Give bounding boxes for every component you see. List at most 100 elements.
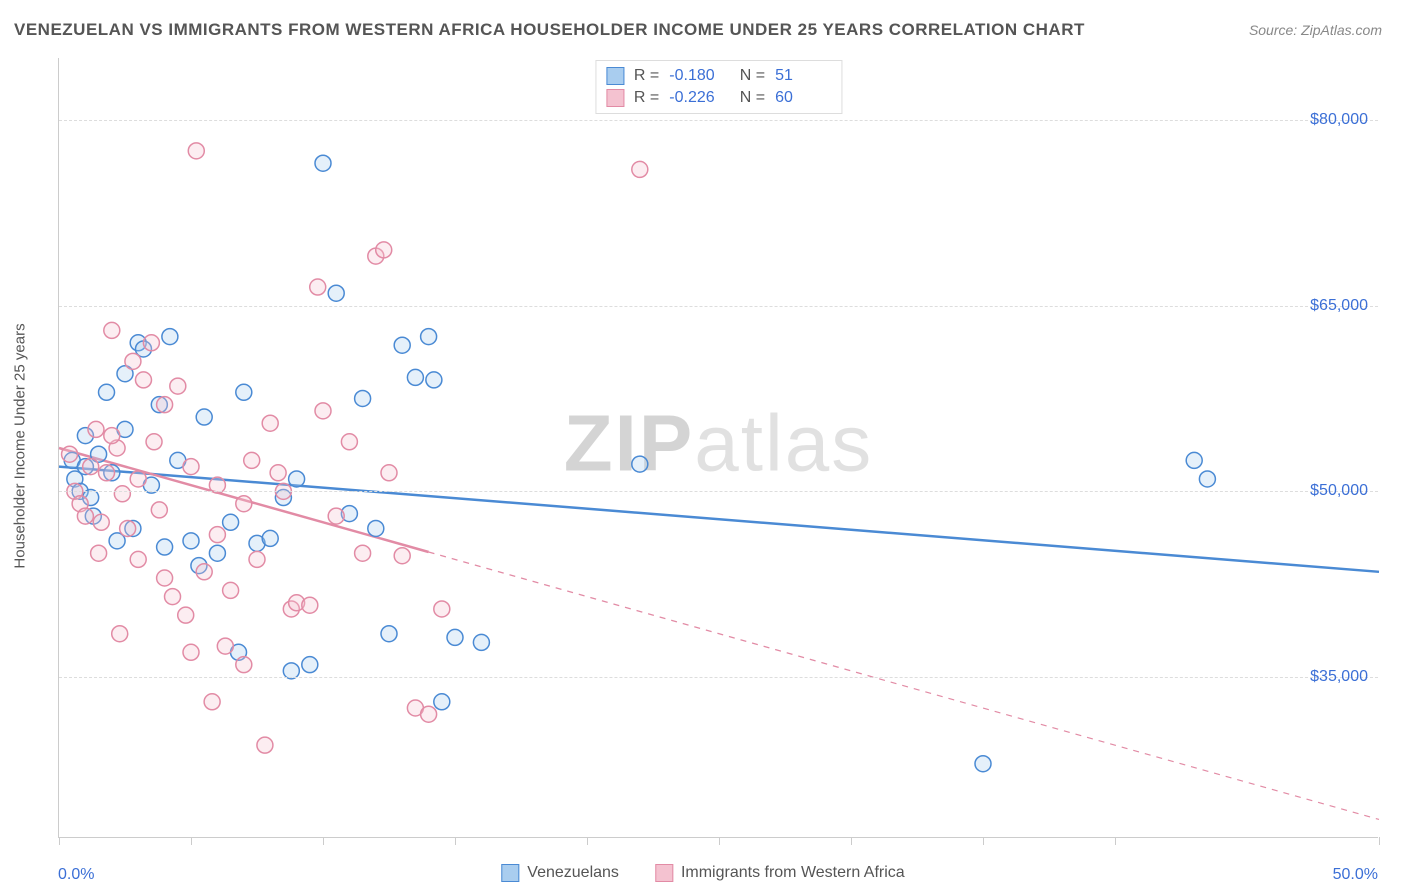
data-point bbox=[99, 465, 115, 481]
legend-swatch bbox=[655, 864, 673, 882]
data-point bbox=[236, 384, 252, 400]
data-point bbox=[289, 471, 305, 487]
data-point bbox=[183, 459, 199, 475]
correlation-chart: VENEZUELAN VS IMMIGRANTS FROM WESTERN AF… bbox=[0, 0, 1406, 892]
data-point bbox=[632, 161, 648, 177]
legend-swatch bbox=[606, 89, 624, 107]
data-point bbox=[120, 520, 136, 536]
data-point bbox=[434, 601, 450, 617]
data-point bbox=[62, 446, 78, 462]
legend-swatch bbox=[606, 67, 624, 85]
stat-n-label: N = bbox=[735, 67, 765, 85]
x-tick bbox=[983, 837, 984, 845]
data-point bbox=[473, 634, 489, 650]
data-point bbox=[302, 597, 318, 613]
data-point bbox=[394, 548, 410, 564]
data-point bbox=[249, 551, 265, 567]
data-point bbox=[196, 409, 212, 425]
data-point bbox=[381, 465, 397, 481]
data-point bbox=[341, 434, 357, 450]
data-point bbox=[88, 421, 104, 437]
y-tick-label: $80,000 bbox=[1310, 111, 1368, 129]
data-point bbox=[328, 285, 344, 301]
data-point bbox=[157, 397, 173, 413]
legend-label: Venezuelans bbox=[527, 864, 619, 882]
data-point bbox=[310, 279, 326, 295]
stat-r-value: -0.180 bbox=[669, 67, 725, 85]
plot-area: ZIPatlas R = -0.180 N = 51R = -0.226 N =… bbox=[58, 58, 1378, 838]
data-point bbox=[196, 564, 212, 580]
data-point bbox=[236, 496, 252, 512]
data-point bbox=[170, 378, 186, 394]
data-point bbox=[104, 322, 120, 338]
stat-n-value: 60 bbox=[775, 89, 831, 107]
data-point bbox=[1186, 452, 1202, 468]
y-tick-label: $35,000 bbox=[1310, 668, 1368, 686]
stat-r-label: R = bbox=[634, 67, 659, 85]
x-tick bbox=[719, 837, 720, 845]
gridline-h bbox=[59, 491, 1378, 492]
data-point bbox=[1199, 471, 1215, 487]
stats-legend-row: R = -0.180 N = 51 bbox=[606, 65, 831, 87]
data-point bbox=[223, 514, 239, 530]
data-point bbox=[421, 706, 437, 722]
data-point bbox=[157, 570, 173, 586]
data-point bbox=[114, 486, 130, 502]
data-point bbox=[130, 471, 146, 487]
x-tick bbox=[455, 837, 456, 845]
stat-n-label: N = bbox=[735, 89, 765, 107]
data-point bbox=[257, 737, 273, 753]
legend-item: Venezuelans bbox=[501, 864, 619, 882]
source-label: Source: ZipAtlas.com bbox=[1249, 22, 1382, 38]
data-point bbox=[632, 456, 648, 472]
legend-label: Immigrants from Western Africa bbox=[681, 864, 905, 882]
gridline-h bbox=[59, 120, 1378, 121]
data-point bbox=[434, 694, 450, 710]
data-point bbox=[262, 530, 278, 546]
stats-legend: R = -0.180 N = 51R = -0.226 N = 60 bbox=[595, 60, 842, 114]
x-tick bbox=[191, 837, 192, 845]
data-point bbox=[244, 452, 260, 468]
x-tick bbox=[587, 837, 588, 845]
data-point bbox=[209, 527, 225, 543]
legend-item: Immigrants from Western Africa bbox=[655, 864, 905, 882]
data-point bbox=[178, 607, 194, 623]
data-point bbox=[183, 533, 199, 549]
data-point bbox=[355, 545, 371, 561]
data-point bbox=[376, 242, 392, 258]
data-point bbox=[77, 508, 93, 524]
chart-title: VENEZUELAN VS IMMIGRANTS FROM WESTERN AF… bbox=[14, 20, 1085, 40]
data-point bbox=[183, 644, 199, 660]
data-point bbox=[204, 694, 220, 710]
x-tick bbox=[1115, 837, 1116, 845]
data-point bbox=[83, 459, 99, 475]
stat-n-value: 51 bbox=[775, 67, 831, 85]
data-point bbox=[447, 629, 463, 645]
data-point bbox=[315, 155, 331, 171]
data-point bbox=[91, 545, 107, 561]
data-point bbox=[262, 415, 278, 431]
y-tick-label: $65,000 bbox=[1310, 297, 1368, 315]
data-point bbox=[112, 626, 128, 642]
series-legend: Venezuelans Immigrants from Western Afric… bbox=[501, 864, 904, 882]
data-point bbox=[217, 638, 233, 654]
data-point bbox=[143, 335, 159, 351]
gridline-h bbox=[59, 306, 1378, 307]
data-point bbox=[302, 657, 318, 673]
data-point bbox=[125, 353, 141, 369]
data-point bbox=[381, 626, 397, 642]
x-axis-min-label: 0.0% bbox=[58, 866, 94, 884]
data-point bbox=[146, 434, 162, 450]
x-tick bbox=[59, 837, 60, 845]
data-point bbox=[421, 329, 437, 345]
data-point bbox=[223, 582, 239, 598]
stats-legend-row: R = -0.226 N = 60 bbox=[606, 87, 831, 109]
data-point bbox=[270, 465, 286, 481]
stat-r-value: -0.226 bbox=[669, 89, 725, 107]
x-tick bbox=[323, 837, 324, 845]
data-point bbox=[93, 514, 109, 530]
data-point bbox=[407, 369, 423, 385]
data-point bbox=[135, 372, 151, 388]
data-point bbox=[157, 539, 173, 555]
data-point bbox=[151, 502, 167, 518]
